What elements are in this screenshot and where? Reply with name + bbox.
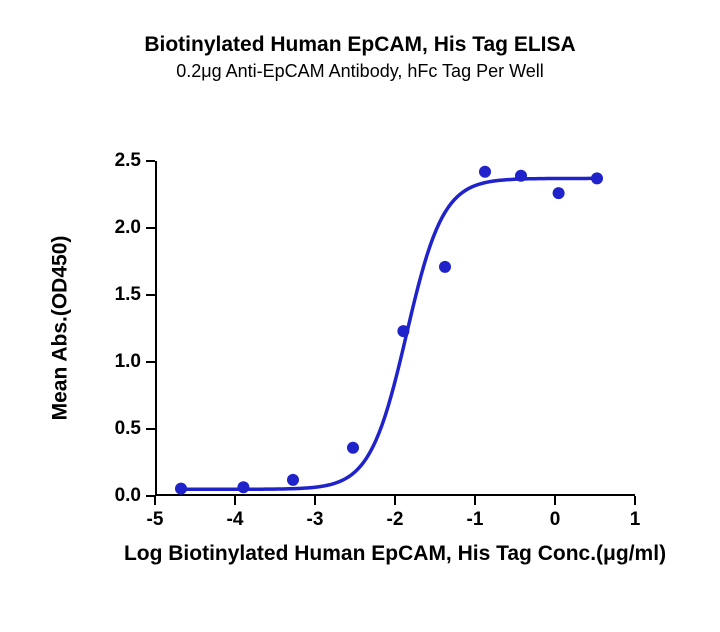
y-tick <box>146 227 155 230</box>
x-axis-label: Log Biotinylated Human EpCAM, His Tag Co… <box>75 542 715 566</box>
x-tick <box>154 496 157 505</box>
chart-subtitle: 0.2μg Anti-EpCAM Antibody, hFc Tag Per W… <box>0 61 720 82</box>
x-tick <box>314 496 317 505</box>
x-tick-label: 1 <box>615 509 655 531</box>
y-tick <box>146 361 155 364</box>
data-point <box>287 474 299 486</box>
plot-svg <box>157 161 637 496</box>
data-point <box>591 172 603 184</box>
y-tick <box>146 294 155 297</box>
x-tick-label: -1 <box>455 509 495 531</box>
plot-area <box>155 161 635 496</box>
y-tick-label: 1.0 <box>91 351 141 373</box>
x-tick <box>554 496 557 505</box>
y-tick-label: 0.0 <box>91 485 141 507</box>
y-tick <box>146 160 155 163</box>
y-tick-label: 2.0 <box>91 217 141 239</box>
y-tick-label: 2.5 <box>91 150 141 172</box>
x-tick <box>394 496 397 505</box>
data-point <box>175 483 187 495</box>
data-point <box>237 481 249 493</box>
x-tick-label: -3 <box>295 509 335 531</box>
x-tick-label: -5 <box>135 509 175 531</box>
data-point <box>347 442 359 454</box>
data-point <box>515 170 527 182</box>
y-tick <box>146 428 155 431</box>
y-tick-label: 0.5 <box>91 418 141 440</box>
x-tick <box>474 496 477 505</box>
data-point <box>553 187 565 199</box>
x-tick <box>634 496 637 505</box>
fit-curve <box>181 178 595 489</box>
x-tick-label: 0 <box>535 509 575 531</box>
x-tick-label: -4 <box>215 509 255 531</box>
y-axis-label: Mean Abs.(OD450) <box>48 161 72 496</box>
x-tick <box>234 496 237 505</box>
data-point <box>439 261 451 273</box>
data-point <box>397 325 409 337</box>
y-tick-label: 1.5 <box>91 284 141 306</box>
x-tick-label: -2 <box>375 509 415 531</box>
chart-title: Biotinylated Human EpCAM, His Tag ELISA <box>0 33 720 57</box>
data-point <box>479 166 491 178</box>
